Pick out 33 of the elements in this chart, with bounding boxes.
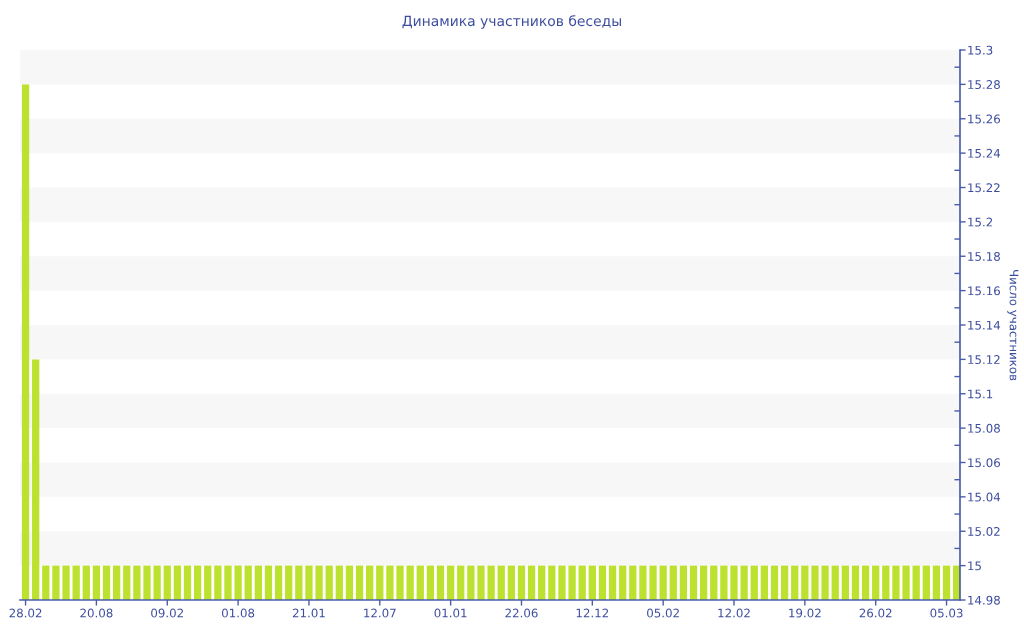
y-tick-label: 15.06 — [968, 458, 1000, 468]
y-tick-label: 15.02 — [968, 526, 1000, 536]
y-tick-label: 15.26 — [968, 114, 1000, 124]
x-tick-label: 01.01 — [434, 608, 467, 618]
y-tick-label: 15.1 — [968, 389, 993, 399]
x-tick-label: 05.03 — [930, 608, 963, 618]
y-tick-label: 15.16 — [968, 286, 1000, 296]
y-tick-label: 15.24 — [968, 148, 1001, 158]
y-tick-label: 15.18 — [968, 251, 1000, 261]
y-axis-title: Число участников — [1007, 269, 1019, 381]
x-tick-label: 12.02 — [718, 608, 750, 618]
x-tick-label: 12.07 — [364, 608, 396, 618]
x-tick-label: 28.02 — [9, 608, 42, 618]
x-tick-label: 20.08 — [80, 608, 113, 618]
x-tick-label: 22.06 — [505, 608, 538, 618]
x-tick-label: 01.08 — [221, 608, 255, 618]
x-tick-label: 19.02 — [789, 608, 821, 618]
x-tick-label: 05.02 — [647, 608, 679, 618]
y-tick-label: 15 — [968, 561, 981, 571]
x-tick-label: 26.02 — [859, 608, 892, 618]
y-tick-label: 15.12 — [968, 355, 1000, 365]
x-tick-label: 21.01 — [292, 608, 325, 618]
chart-title: Динамика участников беседы — [402, 15, 621, 29]
y-tick-label: 15.3 — [968, 45, 993, 55]
y-tick-label: 15.22 — [968, 183, 1000, 193]
y-tick-label: 15.2 — [968, 217, 993, 227]
y-tick-label: 15.08 — [968, 423, 1000, 433]
y-tick-label: 15.04 — [968, 492, 1001, 502]
y-tick-label: 15.14 — [968, 320, 1001, 330]
y-tick-label: 15.28 — [968, 80, 1000, 90]
x-tick-label: 12.12 — [576, 608, 609, 618]
y-tick-label: 14.98 — [968, 595, 1000, 605]
x-tick-label: 09.02 — [151, 608, 183, 618]
